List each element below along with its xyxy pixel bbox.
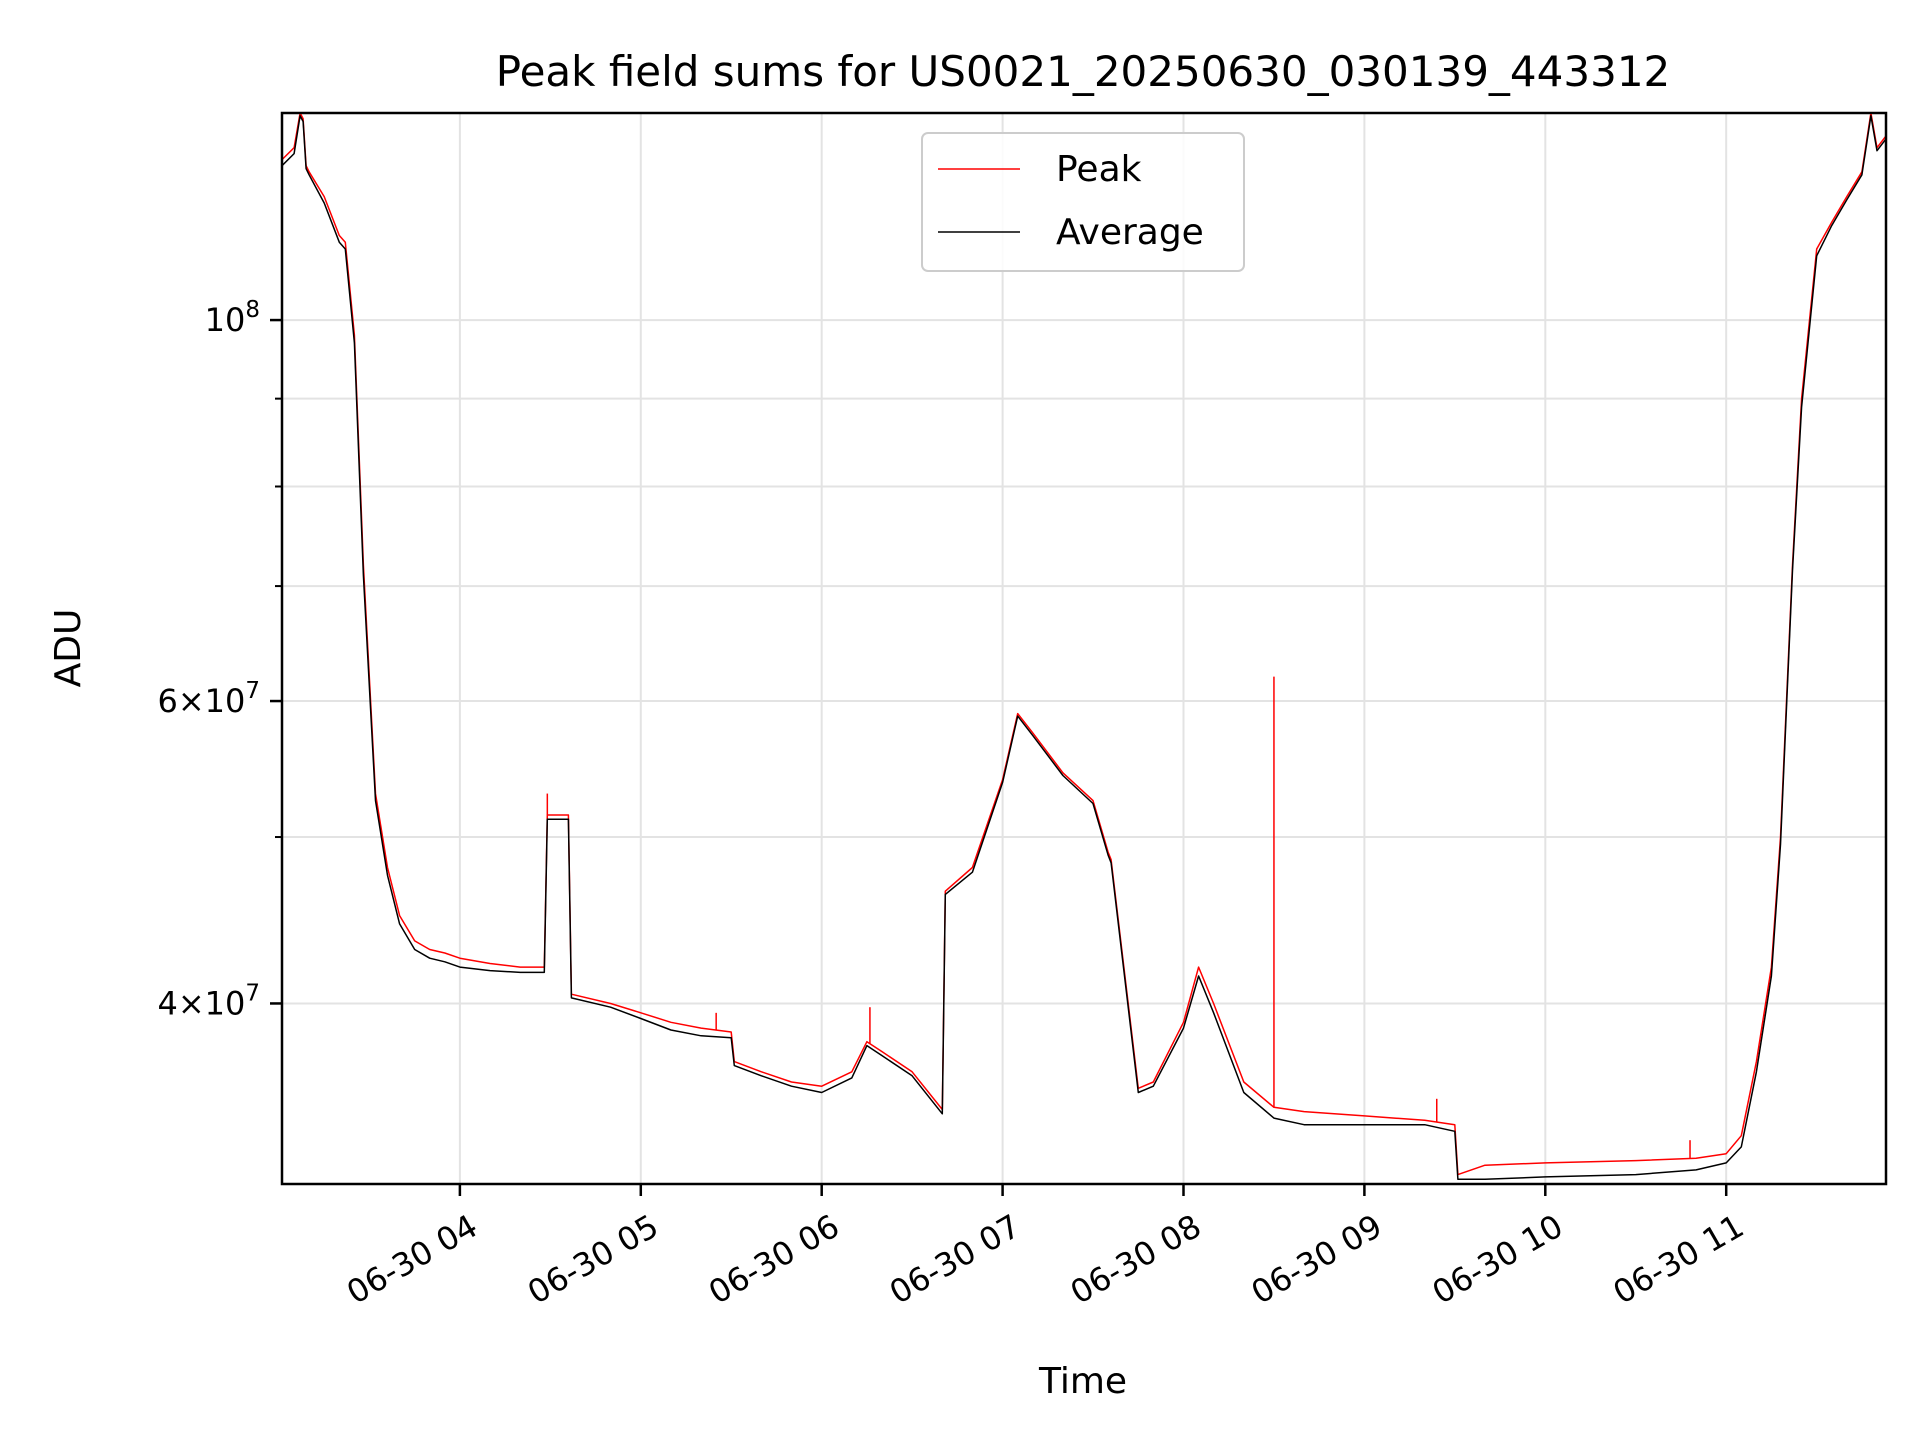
y-tick-label: 6×107 bbox=[157, 678, 260, 720]
series-line-peak bbox=[281, 112, 1887, 1176]
plot-frame bbox=[280, 111, 1888, 1186]
legend-label-peak: Peak bbox=[1056, 149, 1142, 190]
series-line-average bbox=[281, 115, 1887, 1181]
series-layer bbox=[281, 112, 1887, 1181]
x-axis-label: Time bbox=[1038, 1361, 1127, 1402]
legend: Peak Average bbox=[921, 132, 1245, 272]
legend-box bbox=[921, 132, 1245, 272]
y-tick-label: 4×107 bbox=[157, 980, 260, 1022]
y-tick-label: 108 bbox=[205, 297, 260, 339]
legend-label-average: Average bbox=[1056, 212, 1204, 253]
y-axis: 4×107 6×107 108 bbox=[157, 297, 282, 1022]
chart-title: Peak field sums for US0021_20250630_0301… bbox=[496, 47, 1671, 96]
grid bbox=[282, 113, 1886, 1184]
y-axis-label: ADU bbox=[48, 609, 89, 688]
